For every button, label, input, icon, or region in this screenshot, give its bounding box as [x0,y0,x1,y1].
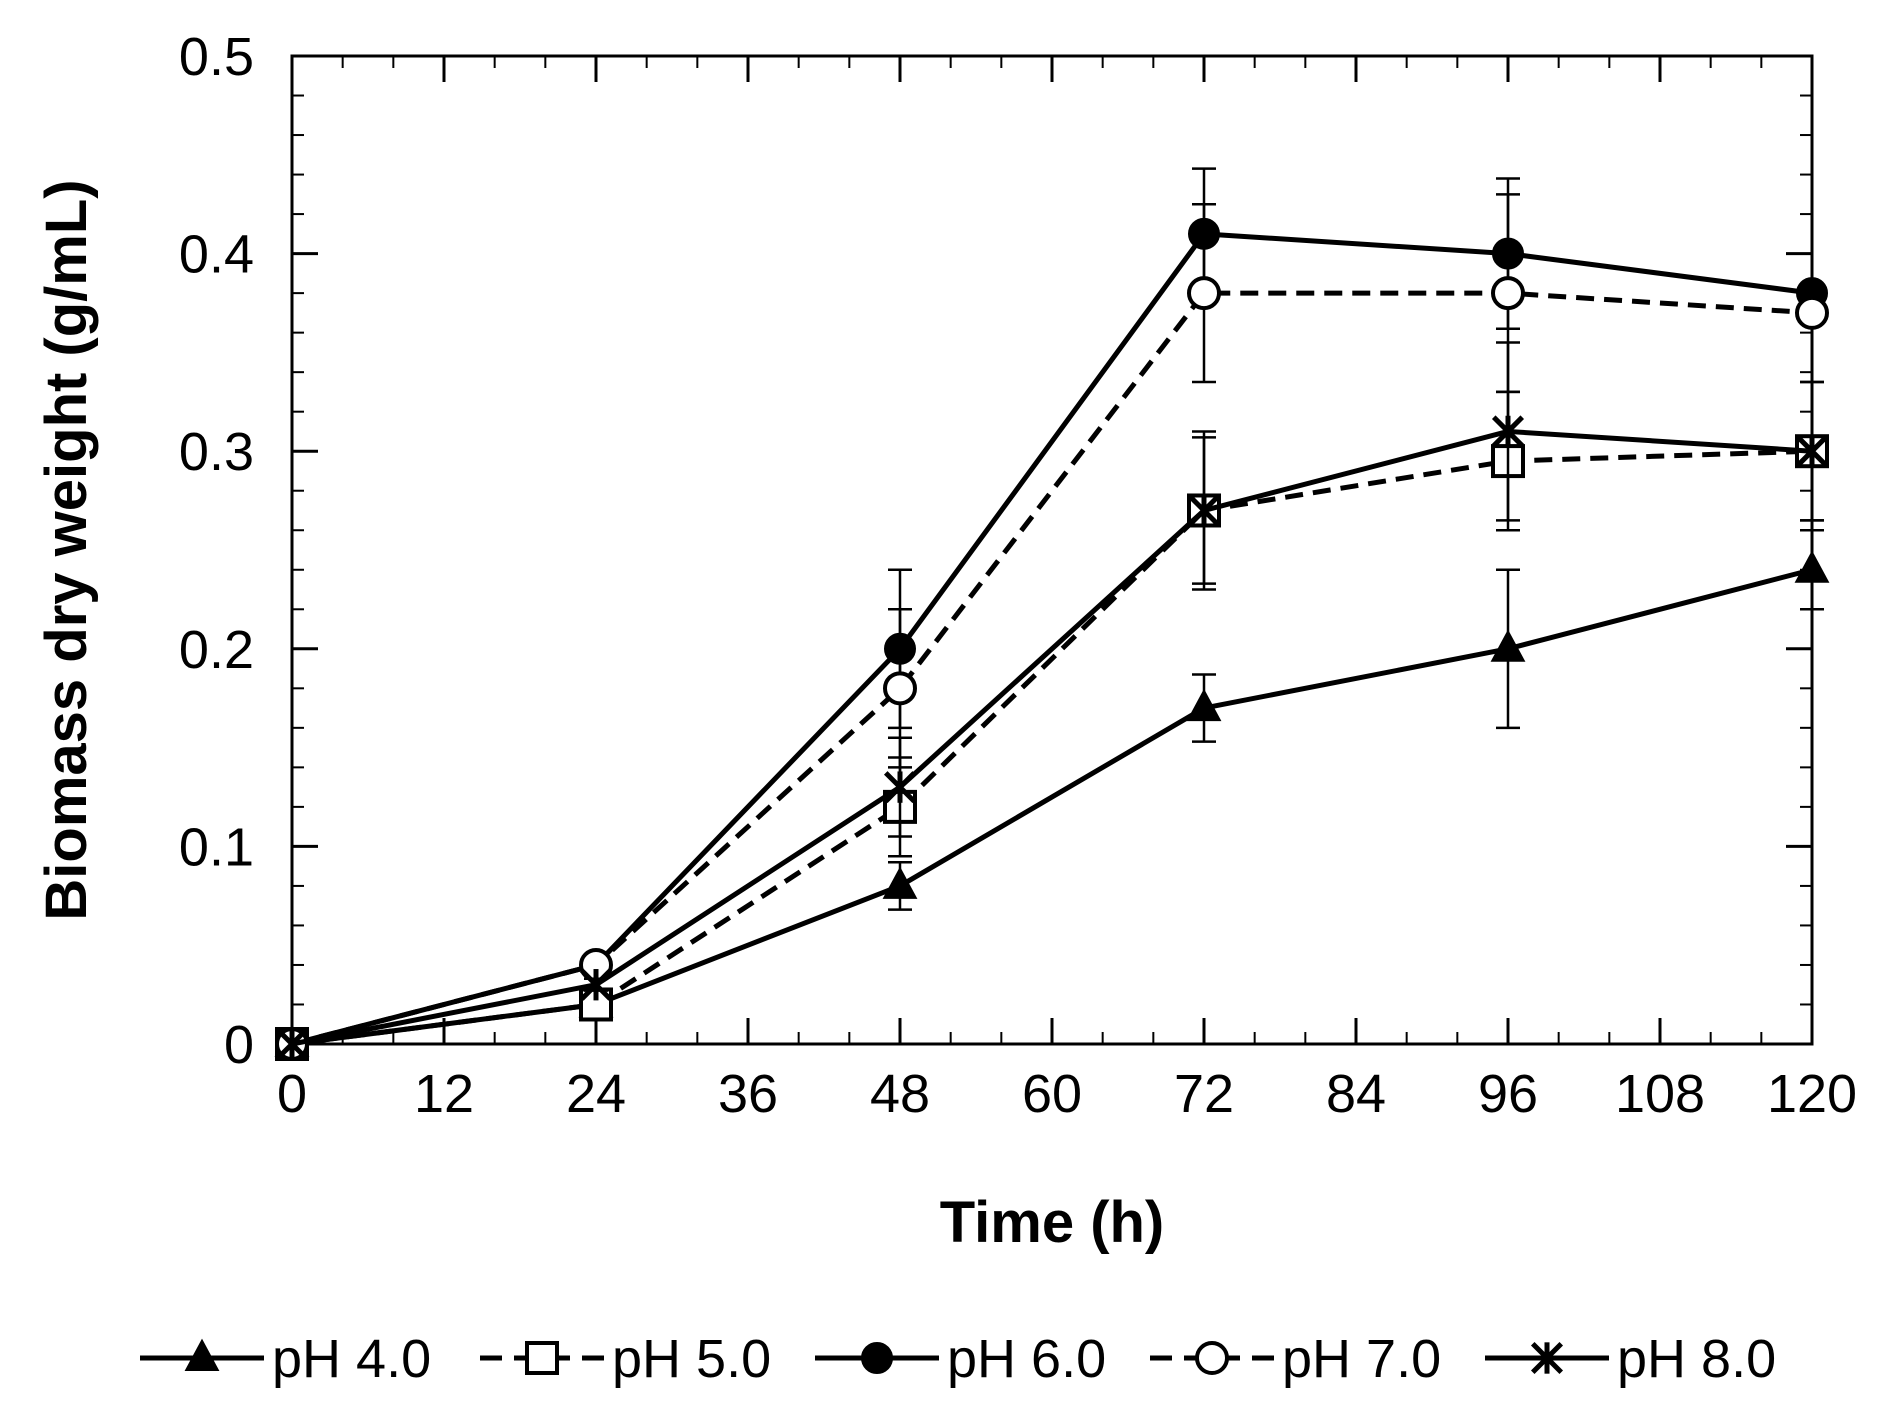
open-circle-marker [883,671,917,706]
triangle-marker [1490,629,1526,662]
series-line [291,290,1813,1047]
plot-area [290,54,1814,1046]
legend-item: pH 4.0 [140,1329,431,1389]
x-axis: 0 12 24 36 48 60 72 84 96 108 120 [277,56,1857,1124]
triangle-marker [1794,550,1830,583]
y-tick-label: 0 [224,1015,254,1075]
legend-label: pH 8.0 [1617,1329,1776,1389]
plot-border [290,54,1814,1046]
x-tick-label: 36 [718,1064,778,1124]
legend-item: pH 6.0 [815,1329,1106,1389]
asterisk-marker [1795,435,1829,468]
legend-label: pH 7.0 [1282,1329,1441,1389]
asterisk-marker [883,771,917,804]
series-layer [274,167,1830,1061]
y-axis-title: Biomass dry weight (g/mL) [34,179,99,920]
series-line [291,428,1813,1047]
legend-item: pH 5.0 [480,1329,771,1389]
x-tick-label: 48 [870,1064,930,1124]
minor-ticks [291,55,1813,1045]
square-marker [525,1341,559,1375]
x-tick-label: 84 [1326,1064,1386,1124]
triangle-marker [882,866,918,899]
x-tick-label: 12 [414,1064,474,1124]
legend-label: pH 6.0 [947,1329,1106,1389]
y-tick-label: 0.1 [179,817,254,877]
legend-label: pH 4.0 [272,1329,431,1389]
legend-label: pH 5.0 [612,1329,771,1389]
open-circle-marker [1795,295,1829,330]
open-circle-marker [1195,1341,1229,1375]
y-tick-label: 0.3 [179,422,254,482]
series-ph-4-0 [274,528,1830,1057]
series-ph-5-0 [275,380,1829,1061]
series-line [291,567,1813,1047]
x-tick-label: 60 [1022,1064,1082,1124]
open-circle-marker [1187,276,1221,311]
asterisk-marker [1530,1341,1564,1375]
asterisk-marker [275,1027,309,1061]
series-ph-7-0 [275,193,1829,1061]
x-tick-label: 120 [1767,1064,1857,1124]
asterisk-marker [1491,415,1525,448]
legend-item: pH 8.0 [1485,1329,1776,1389]
filled-circle-marker [861,1342,893,1374]
asterisk-marker [579,968,613,1001]
y-tick-label: 0.2 [179,620,254,680]
y-axis: 0 0.1 0.2 0.3 0.4 0.5 [179,27,1812,1075]
y-tick-label: 0.5 [179,27,254,87]
series-line [291,448,1813,1047]
x-tick-label: 0 [277,1064,307,1124]
x-tick-label: 96 [1478,1064,1538,1124]
y-tick-label: 0.4 [179,225,254,285]
series-ph-6-0 [276,167,1828,1060]
x-tick-label: 24 [566,1064,626,1124]
triangle-marker [1186,688,1222,722]
x-tick-label: 72 [1174,1064,1234,1124]
x-tick-label: 108 [1615,1064,1705,1124]
triangle-marker [184,1338,220,1371]
open-circle-marker [1491,276,1525,311]
series-line [291,231,1813,1047]
series-ph-8-0 [275,341,1829,1061]
x-axis-title: Time (h) [940,1190,1165,1255]
asterisk-marker [1187,494,1221,527]
legend-item: pH 7.0 [1150,1329,1441,1389]
legend: pH 4.0 pH 5.0 pH 6.0 pH 7.0 pH 8.0 [140,1329,1776,1389]
